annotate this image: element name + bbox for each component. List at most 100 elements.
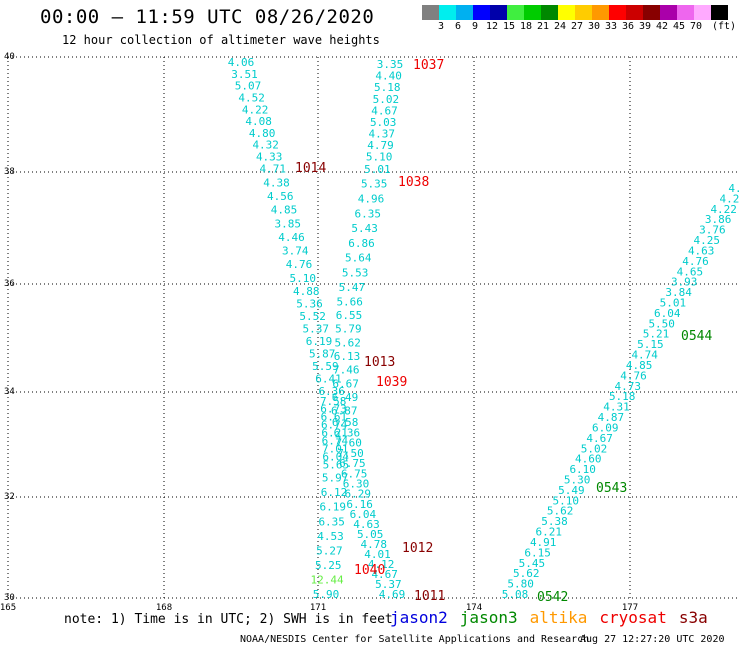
- wave-height-label: 5.27: [316, 544, 343, 557]
- colorbar-swatch: [490, 5, 507, 20]
- wave-height-label: 6.19: [306, 335, 333, 348]
- colorbar-swatch: [558, 5, 575, 20]
- colorbar-label: 6: [454, 21, 462, 32]
- wave-height-label: 4.73: [615, 380, 642, 393]
- wave-height-label: 5.10: [553, 494, 580, 507]
- wave-height-tracks: 4.063.515.074.524.224.084.804.324.334.71…: [228, 56, 740, 601]
- colorbar-label: 42: [655, 21, 669, 32]
- latitude-label: 36: [4, 279, 15, 289]
- wave-height-label: 5.62: [513, 567, 540, 580]
- latitude-label: 32: [4, 492, 15, 502]
- pass-time-label: 1012: [402, 541, 433, 556]
- wave-height-label: 5.03: [370, 116, 397, 129]
- wave-height-label: 6.35: [318, 515, 345, 528]
- wave-height-label: 5.50: [648, 317, 675, 330]
- wave-height-label: 5.36: [296, 298, 323, 311]
- wave-height-label: 4.52: [238, 92, 265, 105]
- wave-height-label: 5.52: [299, 310, 326, 323]
- track-east: 4.4.24.223.863.764.254.634.764.653.933.8…: [502, 182, 740, 601]
- longitude-label: 174: [466, 603, 482, 613]
- colorbar-swatch: [643, 5, 660, 20]
- colorbar-swatch: [456, 5, 473, 20]
- legend-jason3: jason3: [459, 608, 518, 627]
- wave-height-label: 5.53: [342, 266, 369, 279]
- wave-height-label: 3.76: [699, 224, 726, 237]
- wave-height-label: 4.08: [245, 115, 272, 128]
- colorbar-labels: 3 6 9 12 15 18 21 24 27 30 33 36 39 42 45 70: [422, 21, 740, 35]
- wave-height-label: 6.86: [348, 237, 375, 250]
- wave-height-label: 6.30: [343, 478, 370, 491]
- latitude-label: 30: [4, 593, 15, 603]
- wave-height-label: 4.76: [620, 369, 647, 382]
- longitude-label: 177: [622, 603, 638, 613]
- wave-height-label: 6.21: [536, 526, 563, 539]
- colorbar-label: 9: [471, 21, 479, 32]
- wave-height-label: 6.87: [331, 405, 358, 418]
- wave-height-label: 5.37: [303, 323, 330, 336]
- satellite-legend: jason2 jason3 altika cryosat s3a: [390, 608, 720, 627]
- generated-timestamp: Aug 27 12:27:20 UTC 2020: [580, 634, 725, 645]
- colorbar-label: 33: [604, 21, 618, 32]
- wave-height-label: 4.65: [677, 265, 704, 278]
- pass-time-label: 1037: [413, 58, 444, 73]
- wave-height-label: 5.07: [235, 80, 262, 93]
- colorbar-swatch: [609, 5, 626, 20]
- colorbar-label: 3: [437, 21, 445, 32]
- colorbar-label: 27: [570, 21, 584, 32]
- latitude-label: 34: [4, 387, 15, 397]
- chart-subtitle: 12 hour collection of altimeter wave hei…: [62, 33, 380, 47]
- longitude-label: 171: [310, 603, 326, 613]
- wave-height-label: 5.01: [364, 163, 391, 176]
- pass-time-label: 1011: [414, 589, 445, 604]
- wave-height-label: 7.46: [333, 364, 360, 377]
- wave-height-label: 6.41: [315, 373, 342, 386]
- wave-height-label: 4.69: [379, 588, 406, 601]
- wave-height-label: 6.29: [345, 488, 372, 501]
- wave-height-label: 5.90: [313, 588, 340, 601]
- wave-height-label: 6.15: [524, 546, 551, 559]
- wave-height-label: 6.04: [322, 451, 349, 464]
- colorbar-swatch: [541, 5, 558, 20]
- wave-height-label: 4.53: [317, 530, 344, 543]
- wave-height-label: 4.37: [369, 128, 396, 141]
- colorbar-swatch: [524, 5, 541, 20]
- wave-height-label: 6.10: [569, 463, 596, 476]
- colorbar-label: 15: [502, 21, 516, 32]
- colorbar-swatch: [422, 5, 439, 20]
- wave-height-label: 4.78: [361, 538, 388, 551]
- wave-height-label: 5.08: [502, 588, 529, 601]
- wave-height-label: 4.33: [256, 151, 283, 164]
- wave-height-label: 4.: [728, 182, 740, 195]
- colorbar-label: 30: [587, 21, 601, 32]
- wave-height-label: 6.73: [320, 403, 347, 416]
- footnote: note: 1) Time is in UTC; 2) SWH is in fe…: [64, 612, 393, 627]
- track-west: 4.063.515.074.524.224.084.804.324.334.71…: [228, 56, 349, 601]
- wave-height-label: 4.46: [278, 231, 305, 244]
- pass-time-label: 1038: [398, 175, 429, 190]
- wave-height-label: 5.18: [609, 390, 636, 403]
- wave-height-label: 5.97: [322, 472, 349, 485]
- wave-height-label: 3.93: [671, 276, 698, 289]
- colorbar-label: 45: [672, 21, 686, 32]
- wave-height-label: 4.63: [353, 518, 380, 531]
- latitude-label: 40: [4, 52, 15, 62]
- wave-height-label: 5.21: [643, 328, 670, 341]
- colorbar-label: 70: [689, 21, 703, 32]
- wave-height-label: 5.62: [547, 505, 574, 518]
- wave-height-label: 3.51: [231, 68, 258, 81]
- wave-height-label: 5.30: [564, 474, 591, 487]
- wave-height-label: 3.74: [282, 245, 309, 258]
- legend-s3a: s3a: [678, 608, 708, 627]
- wave-height-label: 6.58: [332, 416, 359, 429]
- colorbar-swatch: [711, 5, 728, 20]
- colorbar-swatch: [626, 5, 643, 20]
- wave-height-label: 5.18: [374, 81, 401, 94]
- wave-height-label: 7.60: [335, 437, 362, 450]
- wave-height-label: 4.67: [586, 432, 613, 445]
- wave-height-label: 4.01: [364, 548, 391, 561]
- wave-height-label: 4.12: [368, 558, 395, 571]
- wave-height-label: 12.44: [311, 574, 344, 587]
- wave-height-label: 6.67: [332, 377, 359, 390]
- wave-height-label: 4.31: [603, 401, 630, 414]
